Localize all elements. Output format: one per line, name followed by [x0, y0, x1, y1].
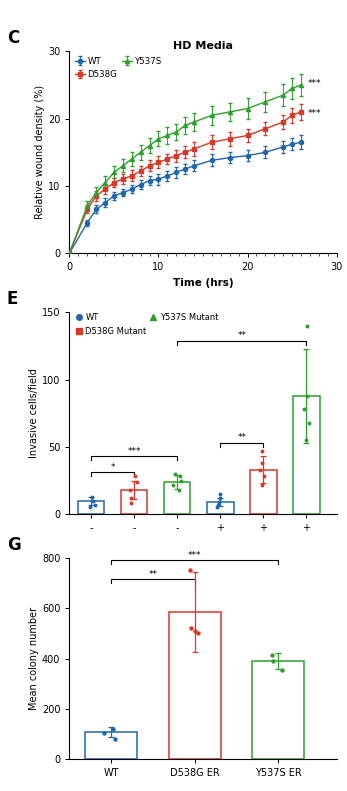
Text: **: ** [149, 570, 158, 579]
Point [128, 492, 134, 505]
Bar [78, 501, 104, 514]
Point [178, 474, 184, 486]
Text: ***: *** [308, 109, 322, 118]
Point [192, 624, 197, 637]
Point [177, 470, 183, 483]
Point [259, 479, 264, 491]
Point [215, 501, 220, 514]
Point [304, 389, 309, 402]
Bar [252, 661, 304, 759]
Point [259, 456, 264, 469]
Point [92, 498, 98, 511]
Text: ***: *** [308, 79, 322, 88]
Point [112, 732, 118, 745]
X-axis label: Time (hrs): Time (hrs) [173, 278, 233, 288]
Point [172, 467, 177, 480]
Point [262, 470, 267, 483]
Bar [250, 470, 277, 514]
Point [304, 320, 310, 332]
Title: HD Media: HD Media [173, 40, 233, 51]
Bar [164, 482, 191, 514]
Legend: WT, D538G, Y537S: WT, D538G, Y537S [74, 55, 163, 80]
Point [89, 490, 95, 503]
Text: ***: *** [188, 551, 201, 560]
Point [90, 494, 96, 507]
Y-axis label: Invasive cells/field: Invasive cells/field [29, 369, 39, 458]
Text: *: * [110, 463, 115, 471]
Point [87, 501, 93, 514]
Bar [85, 732, 137, 759]
Point [218, 492, 223, 505]
Point [306, 416, 312, 429]
Point [176, 483, 182, 496]
Bar [169, 612, 221, 759]
Point [303, 433, 309, 446]
Point [188, 622, 193, 634]
Point [134, 475, 140, 488]
Text: ***: *** [127, 447, 141, 456]
Point [279, 664, 285, 676]
Bar [121, 490, 147, 514]
Point [128, 497, 134, 509]
Text: E: E [7, 290, 18, 308]
Text: G: G [7, 536, 21, 554]
Point [301, 403, 307, 415]
Y-axis label: Mean colony number: Mean colony number [29, 607, 39, 710]
Legend: WT, D538G Mutant, Y537S Mutant: WT, D538G Mutant, Y537S Mutant [74, 312, 219, 336]
Y-axis label: Relative wound density (%): Relative wound density (%) [35, 85, 45, 219]
Point [269, 649, 275, 661]
Text: **: ** [237, 331, 246, 340]
Point [127, 483, 133, 496]
Point [217, 487, 222, 501]
Point [110, 723, 116, 736]
Text: C: C [7, 29, 19, 47]
Point [216, 496, 221, 509]
Bar [293, 396, 320, 514]
Point [101, 727, 107, 740]
Text: **: ** [237, 433, 246, 442]
Point [257, 464, 263, 476]
Point [132, 470, 138, 483]
Point [215, 498, 220, 511]
Point [196, 627, 201, 640]
Point [170, 479, 176, 491]
Point [187, 564, 193, 577]
Point [260, 445, 265, 457]
Point [270, 655, 276, 668]
Bar [207, 502, 234, 514]
